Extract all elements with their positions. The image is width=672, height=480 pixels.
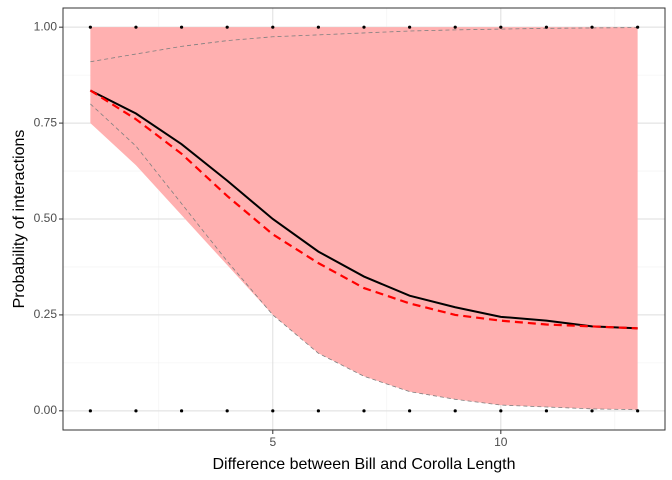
line <box>89 89 638 330</box>
point <box>225 409 229 413</box>
x-tick-label: 5 <box>269 435 276 449</box>
line <box>89 89 638 330</box>
point <box>499 25 503 29</box>
point <box>179 409 184 413</box>
line <box>90 103 638 411</box>
point <box>88 25 92 29</box>
x-axis-title: Difference between Bill and Corolla Leng… <box>212 456 515 473</box>
point <box>590 409 594 413</box>
y-tick-label: 0.25 <box>34 307 58 321</box>
y-tick-label: 0.75 <box>34 115 58 129</box>
point <box>362 25 366 29</box>
point <box>225 25 229 29</box>
y-tick-label: 0.50 <box>34 211 58 225</box>
point <box>453 409 457 413</box>
panel-border <box>62 7 666 431</box>
point <box>271 409 275 413</box>
y-tick-label: 1.00 <box>34 19 58 33</box>
point <box>362 409 366 413</box>
point <box>499 409 503 413</box>
point <box>408 409 412 413</box>
y-axis-title: Probability of interactions <box>11 130 28 309</box>
point <box>271 25 275 29</box>
point <box>408 25 412 29</box>
point <box>636 25 640 29</box>
point <box>544 409 549 413</box>
point <box>453 25 457 29</box>
x-tick-label: 10 <box>494 435 508 449</box>
ribbon <box>90 27 638 410</box>
point <box>316 409 320 413</box>
point <box>544 25 549 29</box>
point <box>590 25 594 29</box>
point <box>316 25 320 29</box>
y-tick-label: 0.00 <box>34 403 58 417</box>
point <box>179 25 184 29</box>
point <box>636 409 640 413</box>
point <box>134 25 138 29</box>
point <box>88 409 92 413</box>
point <box>134 409 138 413</box>
